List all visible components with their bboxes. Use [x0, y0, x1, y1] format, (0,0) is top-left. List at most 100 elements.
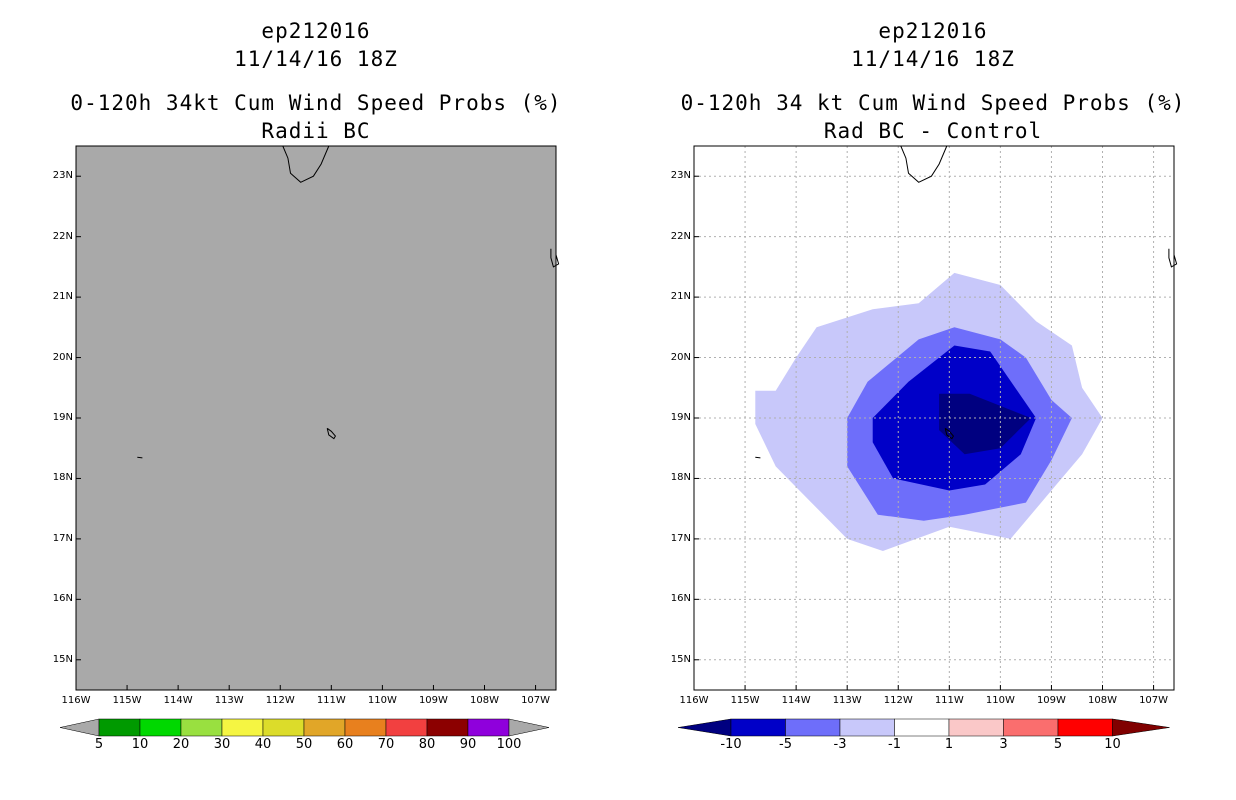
right-gridlines — [694, 146, 1174, 690]
colorbar-under-triangle — [59, 718, 100, 737]
right-colorbar-label: -10 — [720, 737, 742, 752]
left-lon-label: 108W — [470, 695, 499, 706]
right-colorbar-label: -1 — [888, 737, 901, 752]
left-colorbar-label: 40 — [254, 737, 272, 752]
left-lat-label: 20N — [52, 351, 73, 363]
left-lat-label: 15N — [52, 653, 73, 665]
right-product-title: 0-120h 34 kt Cum Wind Speed Probs (%) — [680, 91, 1186, 115]
left-lon-label: 116W — [61, 695, 91, 706]
left-colorbar-label: 100 — [496, 737, 522, 752]
colorbar-swatch — [894, 718, 950, 737]
colorbar-over-triangle — [508, 718, 550, 737]
left-lon-label: 114W — [163, 695, 193, 706]
right-colorbar-label: 3 — [999, 737, 1008, 752]
left-storm-id: ep212016 — [261, 19, 371, 43]
colorbar-swatch — [98, 718, 141, 737]
coastline-segment — [282, 145, 330, 183]
left-colorbar-label: 30 — [213, 737, 231, 752]
coastline-segment — [944, 427, 955, 440]
right-lat-label: 18N — [670, 472, 691, 484]
left-colorbar — [59, 718, 550, 737]
coastline-segment — [137, 456, 143, 459]
colorbar-swatch — [1057, 718, 1113, 737]
left-lon-label: 113W — [214, 695, 244, 706]
colorbar-over-triangle — [1112, 718, 1170, 737]
contour-region — [939, 393, 1031, 455]
left-lat-label: 17N — [52, 532, 73, 544]
right-lat-label: 16N — [670, 593, 691, 605]
left-date-time: 11/14/16 18Z — [234, 47, 398, 71]
right-lon-label: 110W — [985, 695, 1015, 706]
right-colorbar-label: 5 — [1053, 737, 1063, 752]
right-colorbar — [677, 718, 1170, 737]
left-lon-label: 109W — [418, 695, 448, 706]
colorbar-swatch — [426, 718, 469, 737]
right-experiment-title: Rad BC - Control — [823, 119, 1043, 143]
left-lon-label: 115W — [112, 695, 142, 706]
right-lon-label: 116W — [679, 695, 709, 706]
left-lat-label: 23N — [52, 170, 73, 182]
left-product-title: 0-120h 34kt Cum Wind Speed Probs (%) — [70, 91, 562, 115]
left-colorbar-label: 20 — [172, 737, 190, 752]
colorbar-under-triangle — [677, 718, 732, 737]
right-lat-label: 17N — [670, 532, 691, 544]
left-lat-label: 18N — [52, 472, 73, 484]
colorbar-swatch — [785, 718, 841, 737]
coastline-segment — [900, 145, 948, 183]
right-lat-label: 20N — [670, 351, 691, 363]
right-lon-label: 109W — [1036, 695, 1066, 706]
right-colorbar-label: -3 — [833, 737, 847, 752]
right-lon-label: 112W — [883, 695, 913, 706]
left-lon-label: 111W — [316, 695, 346, 706]
right-map — [693, 145, 1178, 691]
left-lon-label: 112W — [265, 695, 295, 706]
right-lon-label: 108W — [1088, 695, 1117, 706]
left-colorbar-label: 10 — [131, 737, 149, 752]
colorbar-swatch — [467, 718, 510, 737]
right-colorbar-label: -5 — [779, 737, 792, 752]
right-lon-label: 107W — [1139, 695, 1169, 706]
colorbar-swatch — [139, 718, 182, 737]
coastline-segment — [1168, 248, 1178, 268]
left-axis-ticks — [75, 175, 537, 690]
left-lat-label: 22N — [52, 230, 73, 242]
left-colorbar-label: 80 — [418, 737, 436, 752]
colorbar-swatch — [948, 718, 1004, 737]
right-date-time: 11/14/16 18Z — [851, 47, 1015, 71]
left-lon-label: 107W — [521, 695, 551, 706]
colorbar-swatch — [303, 718, 346, 737]
colorbar-swatch — [1003, 718, 1059, 737]
left-colorbar-label: 60 — [336, 737, 354, 752]
left-colorbar-label: 70 — [377, 737, 395, 752]
right-storm-id: ep212016 — [878, 19, 988, 43]
coastline-segment — [550, 248, 560, 268]
left-experiment-title: Radii BC — [261, 119, 371, 143]
colorbar-swatch — [839, 718, 895, 737]
colorbar-swatch — [344, 718, 387, 737]
right-lat-label: 19N — [670, 412, 691, 423]
right-lon-label: 111W — [934, 695, 964, 706]
right-lat-label: 15N — [670, 653, 691, 665]
colorbar-swatch — [385, 718, 428, 737]
right-contours — [755, 272, 1103, 551]
right-lon-label: 113W — [832, 695, 862, 706]
right-lat-label: 22N — [670, 230, 691, 242]
right-colorbar-label: 1 — [944, 737, 954, 752]
right-lat-label: 21N — [670, 291, 691, 303]
right-lon-label: 114W — [781, 695, 811, 706]
colorbar-swatch — [730, 718, 786, 737]
left-colorbar-label: 90 — [459, 737, 477, 752]
left-lat-label: 21N — [52, 291, 73, 303]
right-colorbar-label: 10 — [1104, 737, 1121, 752]
right-lon-label: 115W — [730, 695, 760, 706]
left-lon-label: 110W — [367, 695, 397, 706]
left-colorbar-label: 5 — [94, 737, 104, 752]
left-map — [75, 145, 560, 691]
colorbar-swatch — [180, 718, 223, 737]
right-lat-label: 23N — [670, 170, 691, 182]
left-lat-label: 19N — [52, 412, 73, 423]
coastline-segment — [755, 456, 761, 459]
colorbar-swatch — [221, 718, 264, 737]
colorbar-swatch — [262, 718, 305, 737]
